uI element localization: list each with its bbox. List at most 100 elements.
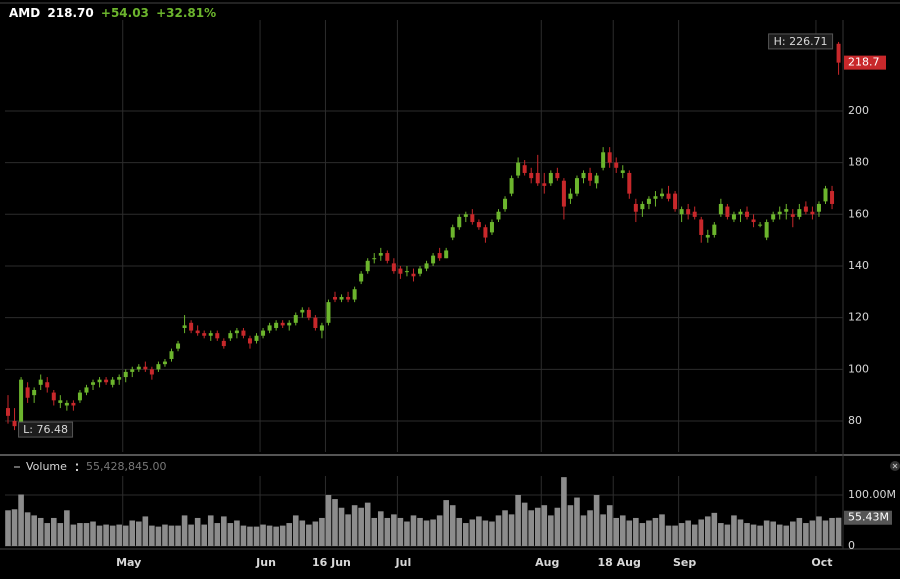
candle-body [810,211,815,215]
volume-bar [502,510,508,546]
volume-bar [384,517,391,546]
volume-bar [77,523,83,546]
candle-body [352,289,357,300]
y-tick-label: 100.00M [848,488,896,501]
candle-body [110,379,115,385]
volume-bar [436,515,443,546]
candle-body [424,263,429,269]
candle-body [411,273,416,277]
candle-body [444,250,449,259]
candle-body [117,377,122,380]
volume-bar [221,516,227,546]
volume-bar [18,494,24,546]
volume-bar [129,520,136,546]
volume-bar [737,519,744,546]
volume-bar [319,517,325,546]
volume-bar [574,497,580,546]
volume-bar [70,524,77,546]
volume-bar [561,477,567,546]
y-tick-label: 180 [848,156,869,169]
volume-bar [822,520,829,546]
candle-body [594,175,599,184]
candle-body [496,211,501,220]
candle-body [751,219,756,223]
volume-bar [685,520,691,546]
volume-bar [482,520,489,546]
volume-bar [214,523,221,546]
volume-bar [449,505,456,546]
candle-body [803,206,808,212]
low-marker-label: L: 76.48 [23,423,68,436]
candle-body [640,203,645,210]
candle-body [666,193,671,199]
volume-bar [776,524,783,546]
separator-dot [76,469,78,471]
volume-bar [606,505,613,546]
candle-body [104,379,109,383]
candle-body [725,206,730,217]
volume-bar [633,517,639,546]
volume-bar [162,524,168,546]
volume-bar [731,515,737,546]
candle-body [692,211,697,217]
volume-bar [770,521,776,546]
candle-body [293,315,298,323]
candle-body [816,203,821,212]
volume-bar [149,525,155,546]
volume-bar [809,520,816,546]
candle-body [660,193,664,197]
volume-bar [495,515,502,546]
candle-body [503,198,508,210]
candle-body [633,203,638,212]
x-tick-label: Oct [811,556,832,569]
candle-body [535,172,540,184]
volume-bar [207,515,214,546]
candle-body [418,268,423,274]
candle-body [601,152,606,168]
high-marker-label: H: 226.71 [774,35,828,48]
y-tick-label: 100 [848,362,869,375]
candle-body [470,214,475,223]
candle-body [339,296,344,300]
volume-bar [188,524,194,546]
volume-bar [541,505,548,546]
volume-bar [646,520,652,546]
candle-body [457,216,462,228]
volume-bar [37,517,44,546]
volume-bar [338,507,345,546]
volume-bar [64,510,70,546]
volume-bar [325,494,332,546]
volume-bar [377,511,384,546]
volume-bar [711,512,718,546]
candle-body [267,325,272,331]
volume-bar [704,516,711,546]
x-tick-label: Aug [535,556,559,569]
candle-body [529,172,534,179]
candle-body [686,209,691,215]
volume-bar [750,524,757,546]
volume-bar [476,516,482,546]
candle-body [228,333,233,339]
volume-bar [397,517,404,546]
x-tick-label: Jul [395,556,412,569]
volume-bar [279,525,286,546]
volume-bar [31,515,37,546]
change-pct: +32.81% [156,6,216,20]
candle-body [156,364,161,370]
candle-body [391,263,396,272]
candle-body [189,322,194,331]
candle-body [398,268,403,274]
candle-body [136,366,141,370]
candle-body [437,253,442,259]
volume-bar [299,520,306,546]
volume-bar [757,525,763,546]
candle-body [333,296,337,300]
candle-body [182,325,187,328]
candle-body [620,170,625,173]
volume-bar [83,523,90,546]
candle-body [522,165,527,173]
candle-body [823,188,828,202]
y-tick-label: 120 [848,311,869,324]
